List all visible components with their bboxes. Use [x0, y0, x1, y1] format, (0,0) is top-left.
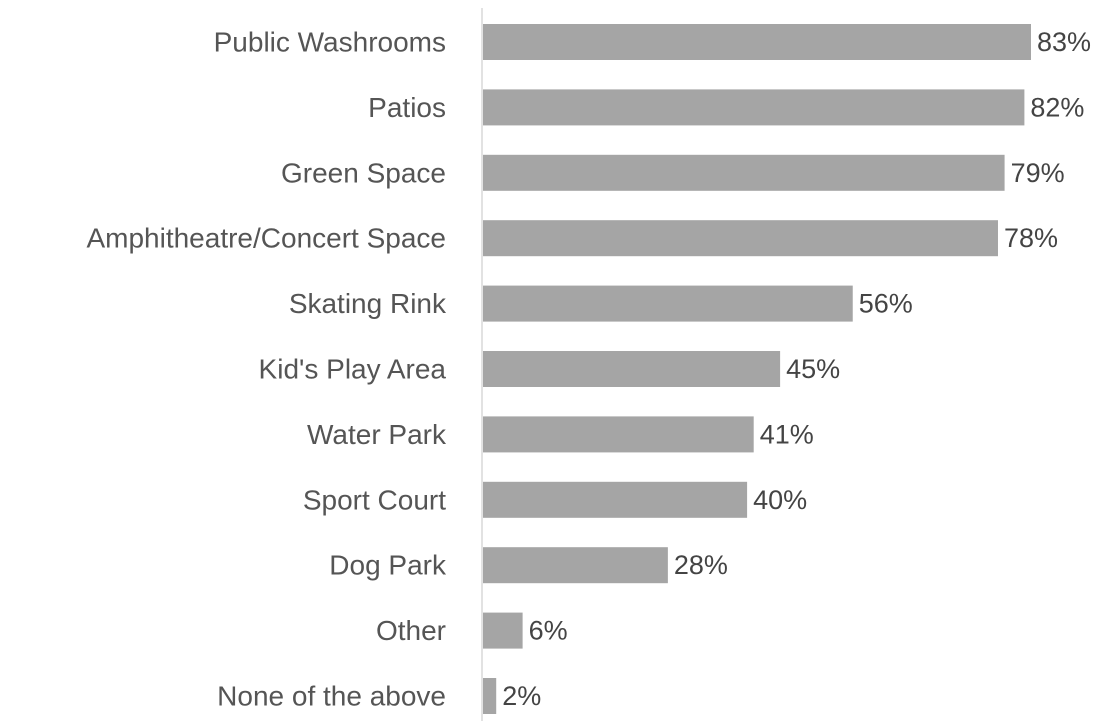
bar-10: [483, 678, 497, 714]
bar-3: [483, 220, 998, 257]
category-label: Skating Rink: [289, 288, 447, 319]
category-label: Dog Park: [329, 550, 447, 581]
value-label: 82%: [1030, 92, 1084, 122]
category-label: Patios: [368, 92, 446, 123]
value-label: 41%: [760, 419, 814, 449]
value-label: 2%: [502, 681, 541, 711]
category-label: Other: [376, 615, 446, 646]
bar-5: [483, 351, 781, 387]
bar-0: [483, 24, 1031, 60]
category-label: Public Washrooms: [214, 27, 446, 58]
value-label: 56%: [859, 289, 913, 319]
value-label: 40%: [753, 485, 807, 515]
value-label: 83%: [1037, 27, 1091, 57]
value-label: 78%: [1004, 223, 1058, 253]
value-label: 28%: [674, 550, 728, 580]
category-label: Water Park: [307, 419, 447, 450]
category-label: Sport Court: [303, 484, 446, 515]
bar-8: [483, 547, 668, 584]
bars-group: [483, 24, 1031, 714]
value-labels-group: 83% 82% 79% 78% 56% 45% 41% 40% 28% 6% 2%: [502, 27, 1091, 711]
category-label: Kid's Play Area: [259, 354, 447, 385]
bar-9: [483, 612, 523, 649]
category-labels-group: Public Washrooms Patios Green Space Amphith…: [86, 27, 447, 712]
bar-4: [483, 285, 853, 322]
category-label: None of the above: [217, 681, 446, 712]
bar-1: [483, 89, 1025, 126]
bar-7: [483, 481, 748, 518]
value-label: 79%: [1011, 158, 1065, 188]
category-label: Green Space: [281, 157, 446, 188]
value-label: 6%: [529, 616, 568, 646]
value-label: 45%: [786, 354, 840, 384]
category-label: Amphitheatre/Concert Space: [86, 223, 446, 254]
bar-2: [483, 154, 1005, 191]
bar-6: [483, 416, 754, 453]
